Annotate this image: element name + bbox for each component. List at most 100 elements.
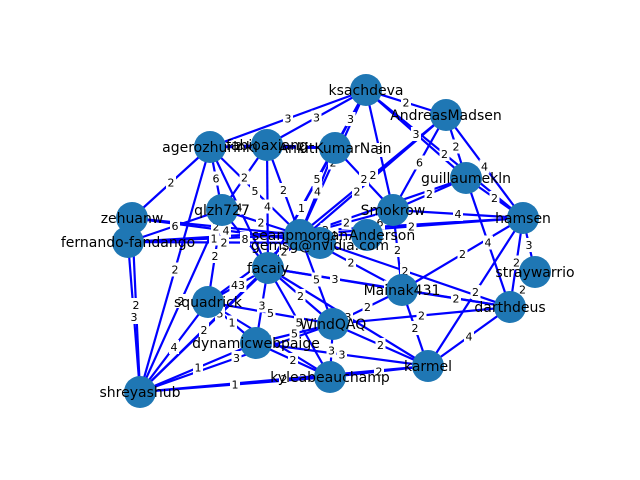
node-label-fabioaxiang: fabioaxiang — [226, 138, 308, 154]
edge-weight-bg — [401, 95, 411, 110]
node-shreyashub[interactable] — [124, 376, 156, 408]
edge-weight-label: 2 — [199, 323, 209, 337]
edge-weight-label: 2 — [176, 294, 186, 308]
edge-weight-label: 43 — [229, 278, 247, 292]
edge-weight-bg — [170, 219, 180, 233]
edge-weight-bg — [209, 231, 219, 246]
edge-weight-bg — [517, 282, 528, 297]
node-label-kyleabeauchamp: kyleabeauchamp — [270, 370, 390, 386]
edge-weight-text: 3 — [376, 144, 383, 157]
edge-weight-bg — [439, 147, 450, 161]
node-fernando-fandango[interactable] — [112, 226, 144, 258]
node-dynamicwebpaige[interactable] — [240, 327, 272, 359]
node-label-facaiy: facaiy — [247, 261, 289, 277]
edge-weight-bg — [375, 215, 385, 230]
node-ksachdeva[interactable] — [350, 74, 382, 106]
edge-weight-bg — [374, 143, 385, 157]
node-gemsg[interactable] — [304, 227, 336, 259]
node-squadrick[interactable] — [192, 286, 224, 318]
edge-weight-bg — [296, 139, 306, 154]
edge-weight-bg — [257, 298, 267, 313]
edge-weight-label: 2 — [211, 219, 221, 234]
node-label-fernando-fandango: fernando-fandango — [61, 235, 195, 251]
edge-weight-label: 2 — [489, 191, 500, 205]
edge-weight-bg — [294, 315, 304, 330]
edge-weight-bg — [362, 300, 373, 314]
edge-weight-bg — [406, 219, 417, 234]
edge-weight-text: 43 — [231, 279, 245, 292]
edge-weight-bg — [256, 215, 266, 230]
node-AndreasMadsen[interactable] — [430, 99, 462, 131]
node-label-guillaumekln: guillaumekln — [421, 171, 511, 187]
edge-weight-bg — [210, 249, 220, 263]
edge-weight-bg — [262, 199, 273, 214]
edge-weight-text: 2 — [412, 322, 419, 335]
edge-weight-label: 2 — [406, 219, 417, 234]
edge-weight-bg — [489, 191, 500, 205]
node-hamsen[interactable] — [507, 202, 539, 234]
edge-weight-text: 5 — [296, 317, 303, 330]
node-darthdeus[interactable] — [494, 291, 526, 323]
edge-weight-text: 2 — [441, 148, 448, 161]
node-label-shreyashub: shreyashub — [99, 385, 180, 401]
edge-weight-label: 2 — [457, 247, 468, 261]
node-karmel[interactable] — [412, 350, 444, 382]
edge-weight-text: 2 — [290, 354, 297, 367]
edge-weight-label: 2 — [374, 364, 384, 379]
edge-weight-label: 4 — [169, 340, 179, 354]
edge-weight-text: 3 — [313, 112, 320, 125]
edge-weight-label: 2 — [368, 168, 378, 182]
node-label-ksachdeva: ksachdeva — [329, 83, 404, 99]
edge-weight-bg — [368, 168, 378, 182]
edge-weight-text: 4 — [455, 208, 462, 221]
edge-weight-label: 2 — [392, 243, 403, 257]
edge-weight-bg — [464, 329, 474, 344]
node-label-qlzh727: qlzh727 — [194, 203, 250, 219]
edge-weight-text: 6 — [416, 157, 423, 170]
edge-weight-bg — [341, 215, 352, 230]
edge-weight-text: 3 — [233, 352, 240, 365]
edge-weight-text: 2 — [212, 250, 219, 263]
node-Smokrow[interactable] — [377, 194, 409, 226]
node-enderson[interactable] — [351, 219, 383, 251]
node-zehuanw[interactable] — [116, 202, 148, 234]
edge-weight-text: 2 — [519, 284, 526, 297]
edge-weight-bg — [359, 172, 369, 186]
edge-weight-text: 2 — [168, 177, 175, 190]
node-guillaumekln[interactable] — [450, 162, 482, 194]
edge-weight-text: 2 — [426, 188, 433, 201]
edge-weight-text: 4 — [485, 237, 492, 250]
edge-weight-text: 2 — [377, 339, 384, 352]
node-WindQAQ[interactable] — [317, 308, 349, 340]
node-straywarrio[interactable] — [519, 256, 551, 288]
node-label-agerozhurlnki: agerozhurlnki — [162, 140, 258, 156]
edge-weight-text: 1 — [229, 317, 236, 330]
node-AnkitKumarNain[interactable] — [319, 132, 351, 164]
edge-weight-text: 1 — [298, 202, 305, 215]
node-fabioaxiang[interactable] — [251, 129, 283, 161]
edge-weight-text: 3 — [413, 128, 420, 141]
edge-weight-text: 8 — [242, 233, 249, 246]
edge-weight-text: 4 — [223, 225, 230, 238]
edge-weight-text: 2 — [281, 373, 288, 386]
node-qlzh727[interactable] — [206, 194, 238, 226]
edge-weight-label: 5 — [250, 184, 260, 198]
node-Mainak431[interactable] — [386, 274, 418, 306]
edge-weight-bg — [296, 201, 307, 215]
node-label-Smokrow: Smokrow — [361, 203, 426, 219]
edge-weight-label: 2 — [401, 95, 411, 110]
edge-weight-label: 2 — [295, 289, 306, 303]
edge-weight-bg — [233, 139, 244, 153]
edge-weight-bg — [470, 285, 481, 299]
edge-weight-label: 3 — [283, 111, 293, 126]
edge-weight-text: 6 — [172, 220, 179, 233]
edge-weight-label: 2 — [424, 187, 435, 201]
edge-weight-text: 2 — [402, 265, 409, 278]
edge-weight-text: 4 — [314, 186, 321, 199]
node-agerozhurlnki[interactable] — [194, 131, 226, 163]
edge-weight-bg — [483, 235, 493, 250]
node-facaiy[interactable] — [252, 252, 284, 284]
node-kyleabeauchamp[interactable] — [314, 361, 346, 393]
edge-weight-text: 4 — [171, 341, 178, 354]
